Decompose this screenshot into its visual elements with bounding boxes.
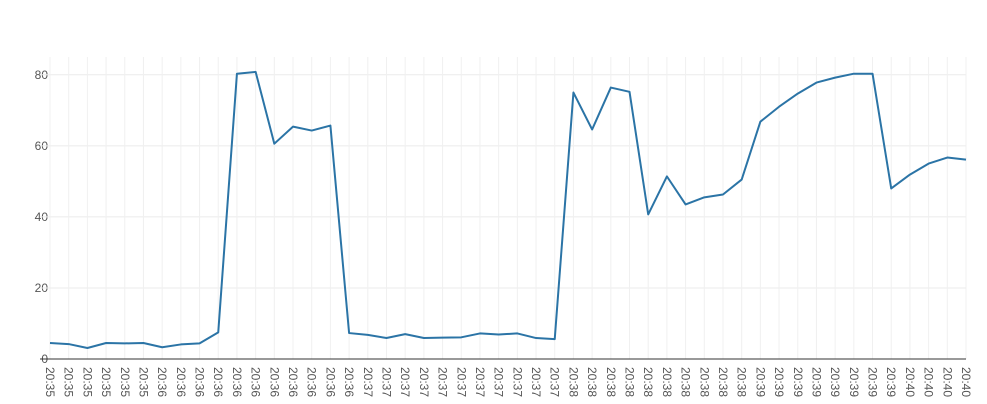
x-tick-label: 20:36 — [230, 367, 244, 397]
x-tick-label: 20:37 — [529, 367, 543, 397]
x-tick-label: 20:37 — [510, 367, 524, 397]
x-tick-label: 20:39 — [866, 367, 880, 397]
x-tick-label: 20:36 — [155, 367, 169, 397]
x-tick-label: 20:36 — [342, 367, 356, 397]
x-tick-label: 20:36 — [211, 367, 225, 397]
x-tick-label: 20:39 — [828, 367, 842, 397]
x-tick-label: 20:35 — [43, 367, 57, 397]
x-tick-label: 20:37 — [548, 367, 562, 397]
x-tick-label: 20:38 — [735, 367, 749, 397]
x-tick-label: 20:38 — [697, 367, 711, 397]
x-tick-label: 20:39 — [772, 367, 786, 397]
x-tick-label: 20:40 — [903, 367, 917, 397]
x-tick-label: 20:38 — [716, 367, 730, 397]
x-tick-label: 20:38 — [660, 367, 674, 397]
x-tick-label: 20:35 — [136, 367, 150, 397]
x-tick-label: 20:37 — [454, 367, 468, 397]
x-tick-label: 20:38 — [604, 367, 618, 397]
x-tick-label: 20:35 — [118, 367, 132, 397]
x-tick-label: 20:40 — [940, 367, 954, 397]
x-tick-label: 20:36 — [286, 367, 300, 397]
x-tick-label: 20:35 — [62, 367, 76, 397]
x-tick-label: 20:39 — [809, 367, 823, 397]
x-tick-label: 20:39 — [753, 367, 767, 397]
x-tick-label: 20:39 — [847, 367, 861, 397]
x-tick-label: 20:37 — [398, 367, 412, 397]
x-tick-label: 20:37 — [379, 367, 393, 397]
x-tick-label: 20:36 — [249, 367, 263, 397]
x-tick-label: 20:38 — [585, 367, 599, 397]
x-tick-label: 20:35 — [99, 367, 113, 397]
x-tick-label: 20:36 — [193, 367, 207, 397]
x-tick-label: 20:37 — [436, 367, 450, 397]
x-tick-label: 20:37 — [361, 367, 375, 397]
x-tick-label: 20:40 — [959, 367, 973, 397]
x-tick-label: 20:37 — [492, 367, 506, 397]
x-tick-label: 20:36 — [305, 367, 319, 397]
x-tick-label: 20:38 — [566, 367, 580, 397]
x-tick-label: 20:36 — [174, 367, 188, 397]
x-tick-label: 20:39 — [791, 367, 805, 397]
x-tick-label: 20:37 — [417, 367, 431, 397]
x-tick-label: 20:37 — [473, 367, 487, 397]
x-tick-label: 20:35 — [80, 367, 94, 397]
x-tick-label: 20:38 — [679, 367, 693, 397]
x-tick-label: 20:40 — [922, 367, 936, 397]
x-tick-label: 20:36 — [267, 367, 281, 397]
x-tick-label: 20:38 — [641, 367, 655, 397]
x-tick-label: 20:38 — [623, 367, 637, 397]
line — [49, 70, 967, 349]
x-tick-label: 20:39 — [884, 367, 898, 397]
x-tick-label: 20:36 — [323, 367, 337, 397]
